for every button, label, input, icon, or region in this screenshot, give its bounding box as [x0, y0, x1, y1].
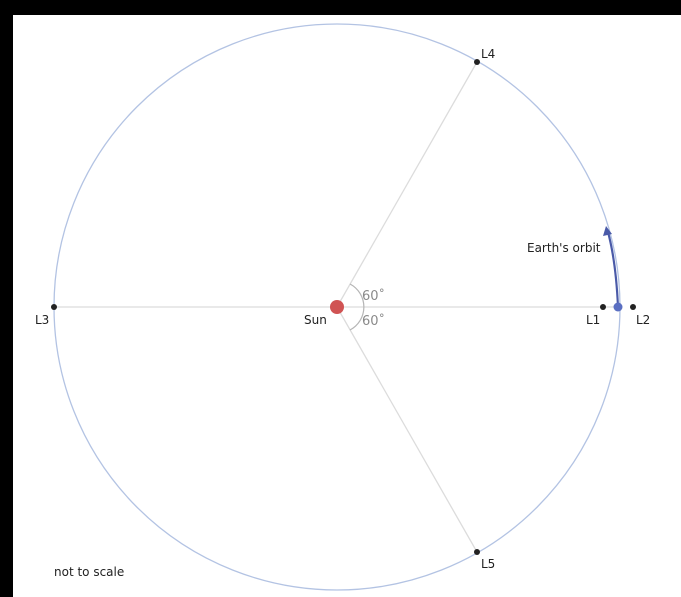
angle-arc: [349, 283, 365, 331]
angle-label-lower: 60˚: [362, 313, 385, 329]
earth-orbit-label: Earth's orbit: [527, 241, 601, 255]
l4-label: L4: [481, 47, 495, 61]
l3-label: L3: [35, 313, 49, 327]
l1-label: L1: [586, 313, 600, 327]
earth-marker: [613, 302, 623, 312]
l5-point: [474, 549, 480, 555]
angle-label-upper: 60˚: [362, 288, 385, 304]
not-to-scale-note: not to scale: [54, 565, 124, 579]
earth-orbit-arrow: [606, 231, 620, 308]
l2-label: L2: [636, 313, 650, 327]
sun-l4-spoke: [336, 61, 478, 308]
frame-left-border: [0, 0, 13, 597]
l4-point: [474, 59, 480, 65]
sun-label: Sun: [304, 313, 327, 327]
l2-point: [630, 304, 636, 310]
frame-top-border: [0, 0, 681, 15]
l5-label: L5: [481, 557, 495, 571]
sun-l5-spoke: [336, 306, 478, 553]
earth-orbit-arrowhead: [603, 226, 612, 236]
sun-marker: [330, 300, 344, 314]
l3-point: [51, 304, 57, 310]
l1-point: [600, 304, 606, 310]
